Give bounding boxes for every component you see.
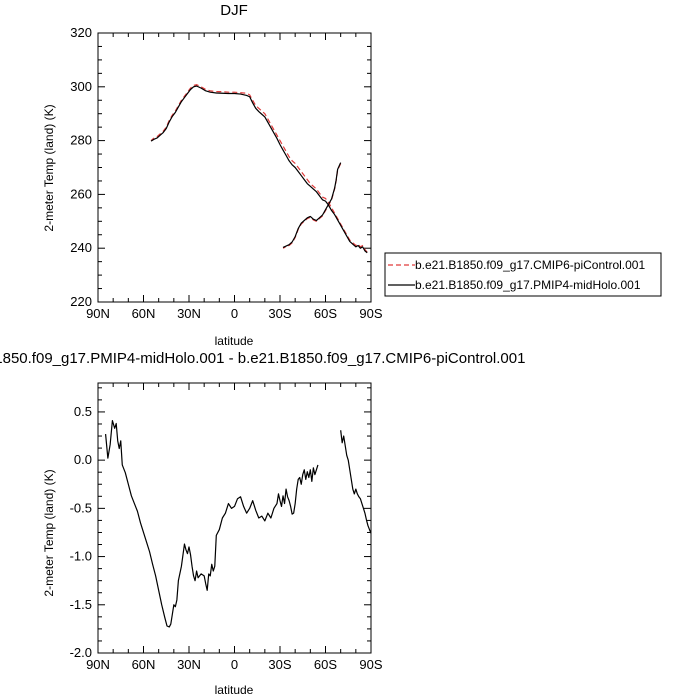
chart1-xlabel: latitude: [215, 334, 254, 348]
chart1-title: DJF: [220, 2, 248, 19]
chart2-ytick-label: -2.0: [70, 645, 92, 660]
chart1-xtick-label: 60N: [132, 306, 156, 321]
chart1-xtick-label: 60S: [314, 306, 337, 321]
legend-label-piControl: b.e21.B1850.f09_g17.CMIP6-piControl.001: [415, 258, 645, 272]
chart2-xtick-label: 30S: [268, 657, 291, 672]
legend-label-midHolo: b.e21.B1850.f09_g17.PMIP4-midHolo.001: [415, 278, 641, 292]
chart1-ytick-label: 260: [70, 186, 92, 201]
chart2-ylabel: 2-meter Temp (land) (K): [42, 469, 56, 596]
chart2-xtick-label: 0: [231, 657, 238, 672]
chart2-title: b.e21.B1850.f09_g17.PMIP4-midHolo.001 - …: [0, 350, 525, 367]
chart2-series-0-segment-1: [340, 430, 372, 534]
chart1-series-1-segment-0: [150, 85, 368, 254]
legend: b.e21.B1850.f09_g17.CMIP6-piControl.001 …: [384, 252, 662, 297]
chart2-xtick-label: 60S: [314, 657, 337, 672]
chart2-ytick-label: 0.0: [74, 452, 92, 467]
chart2-ytick-label: -0.5: [70, 500, 92, 515]
chart1-ytick-label: 300: [70, 79, 92, 94]
chart2-xtick-label: 30N: [177, 657, 201, 672]
chart1-xtick-label: 90N: [86, 306, 110, 321]
chart1-ytick-label: 240: [70, 240, 92, 255]
chart2-ytick-label: -1.5: [70, 597, 92, 612]
chart1-frame: [97, 32, 372, 303]
chart1-xtick-label: 30S: [268, 306, 291, 321]
chart2-xlabel: latitude: [215, 683, 254, 697]
chart1-series-0-segment-1: [282, 163, 342, 249]
chart2-series-0-segment-0: [104, 420, 319, 628]
chart1-ytick-label: 220: [70, 294, 92, 309]
chart2-xtick-label: 90S: [359, 657, 382, 672]
chart1-ylabel: 2-meter Temp (land) (K): [42, 104, 56, 231]
chart2-plot: 90N 60N 30N 0 30S 60S 90S -2.0 -1.5 -1.0 -0.5 0.0 0.…: [70, 382, 383, 672]
chart1-series-1-segment-1: [282, 162, 342, 248]
chart1-ytick-label: 280: [70, 133, 92, 148]
chart1-xtick-label: 30N: [177, 306, 201, 321]
chart1-xtick-label: 90S: [359, 306, 382, 321]
chart2-xtick-label: 60N: [132, 657, 156, 672]
chart2-ytick-label: 0.5: [74, 404, 92, 419]
chart2-ytick-label: -1.0: [70, 549, 92, 564]
chart1-series-0-segment-0: [150, 84, 368, 253]
chart1-ytick-label: 320: [70, 25, 92, 40]
legend-box: [384, 252, 662, 297]
chart1-plot: 90N 60N 30N 0 30S 60S 90S 220 240 260 280 300 320: [70, 25, 383, 321]
chart1-xtick-label: 0: [231, 306, 238, 321]
chart2-xtick-label: 90N: [86, 657, 110, 672]
